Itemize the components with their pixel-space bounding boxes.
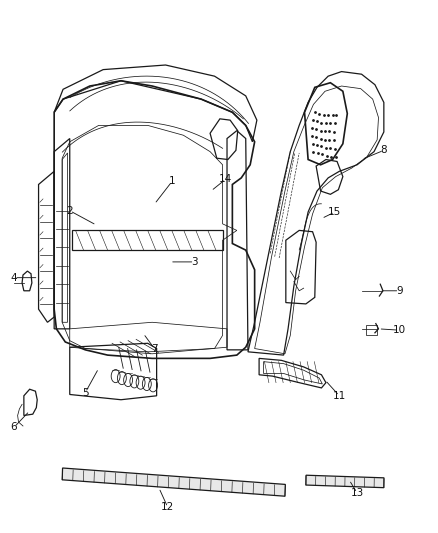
Text: 3: 3 [191, 257, 198, 267]
Text: 7: 7 [151, 344, 158, 353]
Polygon shape [62, 468, 285, 496]
Text: 9: 9 [396, 286, 403, 296]
Text: 13: 13 [350, 488, 364, 498]
Text: 1: 1 [169, 176, 176, 186]
Text: 4: 4 [11, 273, 18, 282]
Text: 10: 10 [393, 325, 406, 335]
Text: 11: 11 [333, 391, 346, 401]
Text: 5: 5 [82, 387, 88, 398]
Text: 6: 6 [11, 422, 18, 432]
Bar [366, 325, 377, 335]
Text: 14: 14 [219, 174, 232, 184]
Text: 8: 8 [381, 146, 387, 155]
Text: 15: 15 [328, 207, 342, 217]
Text: 2: 2 [67, 206, 73, 216]
Polygon shape [306, 475, 384, 488]
Text: 12: 12 [161, 503, 174, 512]
